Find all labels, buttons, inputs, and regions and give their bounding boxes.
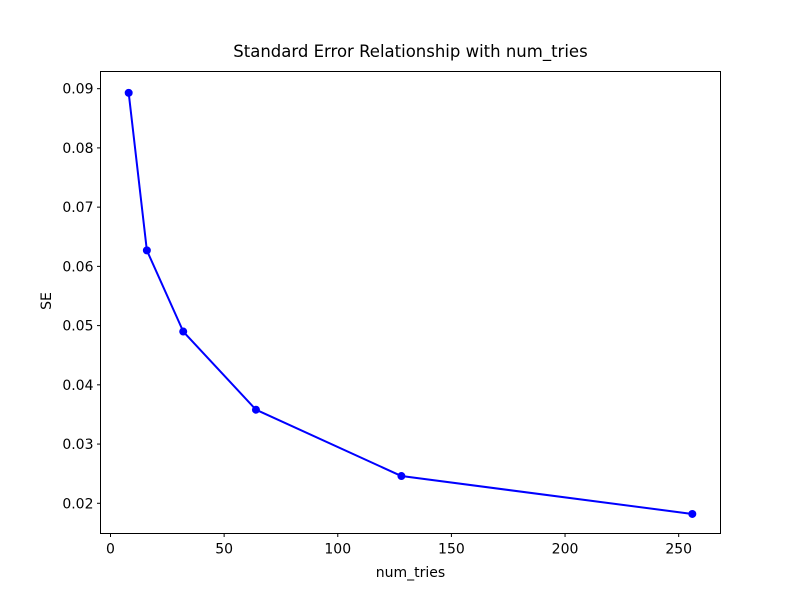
data-point xyxy=(397,472,406,481)
y-tick-label: 0.07 xyxy=(62,200,93,216)
x-tick-label: 250 xyxy=(665,542,692,558)
y-tick-label: 0.08 xyxy=(62,141,93,157)
y-tick-label: 0.09 xyxy=(62,82,93,98)
y-tick-label: 0.06 xyxy=(62,259,93,275)
data-point xyxy=(142,246,151,255)
data-point xyxy=(124,88,133,97)
x-axis: 0 50 100 150 200 250 xyxy=(106,533,692,558)
x-tick-label: 0 xyxy=(106,542,115,558)
y-tick-label: 0.04 xyxy=(62,378,93,394)
data-point xyxy=(251,405,260,414)
y-axis-label: SE xyxy=(39,292,55,310)
x-tick-label: 100 xyxy=(324,542,351,558)
y-tick-label: 0.03 xyxy=(62,437,93,453)
plot-area xyxy=(100,71,721,534)
data-line xyxy=(127,91,694,515)
y-axis: 0.02 0.03 0.04 0.05 0.06 0.07 0.08 0.09 xyxy=(62,82,101,512)
chart-title: Standard Error Relationship with num_tri… xyxy=(233,42,587,62)
x-tick-label: 200 xyxy=(552,542,579,558)
data-series xyxy=(124,88,697,518)
x-axis-label: num_tries xyxy=(376,565,445,581)
x-tick-label: 50 xyxy=(215,542,233,558)
x-tick-label: 150 xyxy=(438,542,465,558)
data-point xyxy=(179,327,188,336)
data-point xyxy=(688,509,697,518)
y-tick-label: 0.05 xyxy=(62,319,93,335)
y-tick-label: 0.02 xyxy=(62,496,93,512)
